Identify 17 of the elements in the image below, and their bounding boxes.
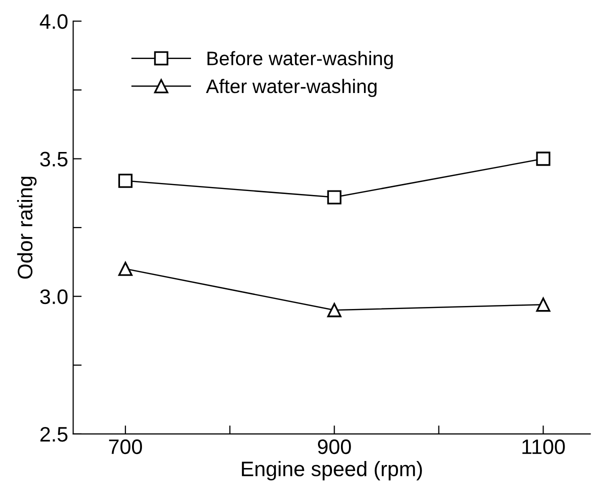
x-tick-label: 900 <box>318 439 351 454</box>
y-tick-label: 3.5 <box>40 152 68 167</box>
y-tick-label: 2.5 <box>40 426 68 442</box>
point <box>327 190 342 204</box>
point <box>536 152 550 166</box>
y-axis-title: Odor rating <box>17 176 37 279</box>
x-axis-title: Engine speed (rpm) <box>242 461 422 480</box>
legend-label: Before water-washing <box>208 51 393 70</box>
point <box>118 262 132 276</box>
point <box>536 298 550 312</box>
x-tick-label: 700 <box>109 439 142 454</box>
y-tick-label: 4.0 <box>40 14 68 29</box>
y-tick-label: 3.0 <box>40 289 68 304</box>
x-tick-label: 1100 <box>522 439 565 454</box>
point <box>118 174 132 188</box>
point <box>327 303 342 318</box>
legend-label: After water-washing <box>206 78 377 98</box>
